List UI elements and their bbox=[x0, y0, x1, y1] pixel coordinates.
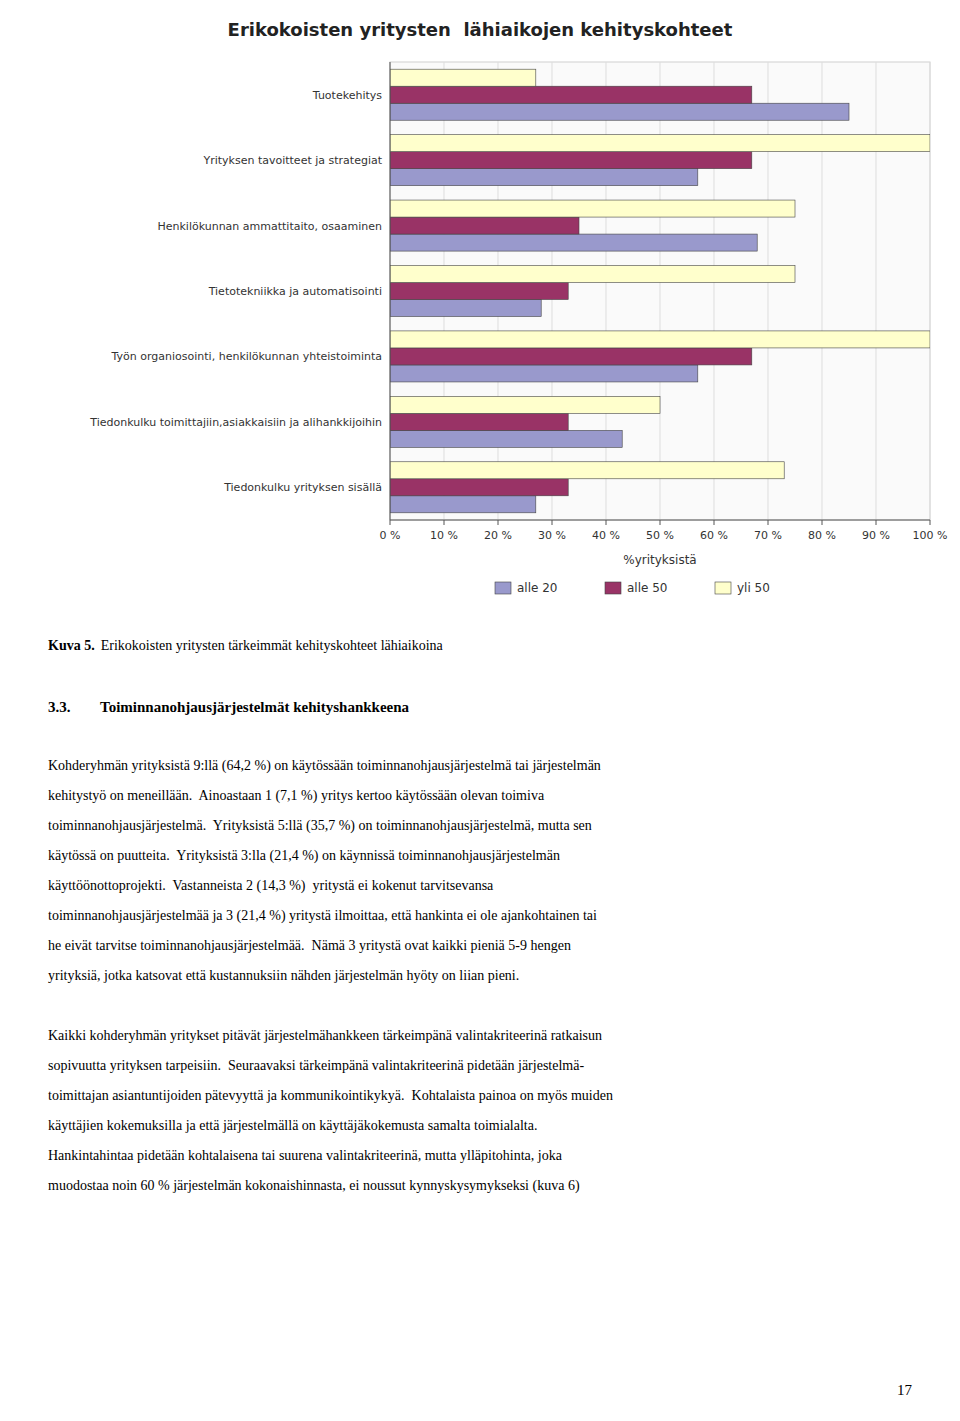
x-tick-label: 20 % bbox=[484, 529, 512, 542]
body-line: käytössä on puutteita. Yrityksistä 3:lla… bbox=[48, 848, 560, 864]
grid bbox=[390, 62, 930, 520]
x-axis: 0 % 10 % 20 % 30 % 40 % 50 % 60 % 70 % 80 % 90 % 1… bbox=[380, 520, 948, 542]
legend-entry: alle 50 bbox=[627, 581, 668, 595]
bar bbox=[390, 103, 849, 120]
grid-line bbox=[930, 62, 931, 520]
category-label: Tiedonkulku yrityksen sisällä bbox=[223, 481, 382, 494]
x-tick bbox=[714, 520, 715, 525]
x-tick bbox=[606, 520, 607, 525]
bar bbox=[390, 265, 795, 282]
legend-swatch bbox=[715, 582, 731, 594]
x-tick bbox=[390, 520, 391, 525]
section-number: 3.3. bbox=[48, 699, 71, 715]
bar bbox=[390, 462, 784, 479]
bar bbox=[390, 69, 536, 86]
grid-line bbox=[390, 62, 391, 520]
grid-line bbox=[606, 62, 607, 520]
y-axis-line bbox=[390, 62, 391, 520]
body-line: käyttöönottoprojekti. Vastanneista 2 (14… bbox=[48, 878, 494, 894]
body-line: sopivuutta yrityksen tarpeisiin. Seuraav… bbox=[48, 1058, 584, 1073]
page: Erikokoisten yritysten lähiaikojen kehit… bbox=[0, 0, 960, 1421]
legend-swatch bbox=[495, 582, 511, 594]
grid-line bbox=[822, 62, 823, 520]
bar bbox=[390, 200, 795, 217]
x-tick-label: 30 % bbox=[538, 529, 566, 542]
body-line: he eivät tarvitse toiminnanohjausjärjest… bbox=[48, 938, 571, 953]
x-tick-label: 60 % bbox=[700, 529, 728, 542]
x-axis-line bbox=[390, 520, 930, 521]
plot-background bbox=[390, 62, 930, 520]
body-line: Kaikki kohderyhmän yritykset pitävät jär… bbox=[48, 1028, 602, 1043]
bar bbox=[390, 135, 930, 152]
grid-line bbox=[660, 62, 661, 520]
chart-title: Erikokoisten yritysten lähiaikojen kehit… bbox=[228, 19, 733, 40]
x-tick bbox=[876, 520, 877, 525]
body-line: toiminnanohjausjärjestelmä. Yrityksistä … bbox=[48, 818, 592, 834]
x-tick-label: 90 % bbox=[862, 529, 890, 542]
grid-line bbox=[714, 62, 715, 520]
bar bbox=[390, 348, 752, 365]
x-tick bbox=[552, 520, 553, 525]
y-axis: Tuotekehitys Yrityksen tavoitteet ja stra… bbox=[89, 62, 390, 520]
bar bbox=[390, 365, 698, 382]
category-label: Tuotekehitys bbox=[312, 89, 382, 102]
category-label: Työn organiosointi, henkilökunnan yhteis… bbox=[111, 350, 382, 363]
x-tick bbox=[498, 520, 499, 525]
x-tick-label: 10 % bbox=[430, 529, 458, 542]
x-tick bbox=[660, 520, 661, 525]
x-tick bbox=[768, 520, 769, 525]
bar-series bbox=[390, 103, 849, 513]
legend-swatch bbox=[605, 582, 621, 594]
body-line: muodostaa noin 60 % järjestelmän kokonai… bbox=[48, 1178, 580, 1194]
bar bbox=[390, 152, 752, 169]
body-paragraph: Kaikki kohderyhmän yritykset pitävät jär… bbox=[48, 1028, 613, 1194]
grid-line bbox=[768, 62, 769, 520]
legend-entry: yli 50 bbox=[737, 581, 770, 595]
section-heading: Toiminnanohjausjärjestelmät kehityshankk… bbox=[100, 699, 410, 715]
legend-entry: alle 20 bbox=[517, 581, 558, 595]
category-label: Tietotekniikka ja automatisointi bbox=[208, 285, 382, 298]
body-line: kehitystyö on meneillään. Ainoastaan 1 (… bbox=[48, 788, 545, 804]
body-line: toiminnanohjausjärjestelmää ja 3 (21,4 %… bbox=[48, 908, 597, 924]
bar bbox=[390, 217, 579, 234]
caption: Erikokoisten yritysten tärkeimmät kehity… bbox=[101, 638, 444, 653]
bar bbox=[390, 169, 698, 186]
bar bbox=[390, 430, 622, 447]
x-tick-label: 100 % bbox=[913, 529, 948, 542]
category-label: Henkilökunnan ammattitaito, osaaminen bbox=[157, 220, 382, 233]
bar bbox=[390, 282, 568, 299]
body-line: käyttäjien kokemuksilla ja että järjeste… bbox=[48, 1118, 537, 1133]
body-line: yrityksiä, jotka katsovat että kustannuk… bbox=[48, 968, 519, 983]
bars bbox=[390, 69, 930, 513]
x-tick bbox=[930, 520, 931, 525]
bar bbox=[390, 86, 752, 103]
x-tick bbox=[822, 520, 823, 525]
body-line: Hankintahintaa pidetään kohtalaisena tai… bbox=[48, 1148, 563, 1163]
bar-series bbox=[390, 69, 930, 479]
x-tick-label: 80 % bbox=[808, 529, 836, 542]
legend: alle 20 alle 50 yli 50 bbox=[495, 581, 770, 595]
x-tick-label: 40 % bbox=[592, 529, 620, 542]
body-line: toimittajan asiantuntijoiden pätevyyttä … bbox=[48, 1088, 613, 1103]
category-label: Tiedonkulku toimittajiin,asiakkaisiin ja… bbox=[89, 416, 382, 429]
x-tick bbox=[444, 520, 445, 525]
x-tick-label: 70 % bbox=[754, 529, 782, 542]
page-number: 17 bbox=[897, 1382, 913, 1398]
x-axis-label: %yrityksistä bbox=[623, 553, 696, 567]
bar bbox=[390, 413, 568, 430]
bar bbox=[390, 300, 541, 317]
x-tick-label: 50 % bbox=[646, 529, 674, 542]
bar bbox=[390, 234, 757, 251]
caption-label: Kuva 5. bbox=[48, 638, 95, 653]
category-label: Yrityksen tavoitteet ja strategiat bbox=[202, 154, 382, 167]
bar bbox=[390, 331, 930, 348]
body-line: Kohderyhmän yrityksistä 9:llä (64,2 %) o… bbox=[48, 758, 601, 774]
x-tick-label: 0 % bbox=[380, 529, 401, 542]
body-paragraph: Kohderyhmän yrityksistä 9:llä (64,2 %) o… bbox=[48, 758, 601, 983]
bar bbox=[390, 496, 536, 513]
bar bbox=[390, 479, 568, 496]
grid-line bbox=[876, 62, 877, 520]
bar bbox=[390, 396, 660, 413]
